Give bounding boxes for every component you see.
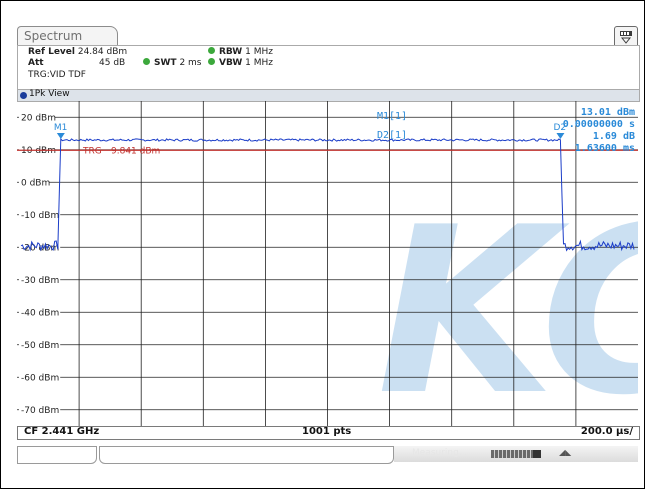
swt-value: 2 ms xyxy=(179,58,202,68)
window-menu-icon xyxy=(620,31,632,44)
trigger-level-value: 9.841 dBm xyxy=(111,146,160,156)
status-field-left xyxy=(17,446,97,464)
view-label: 1Pk View xyxy=(29,89,70,99)
ref-level-value: 24.84 dBm xyxy=(77,47,128,57)
y-tick-label: 0 dBm xyxy=(21,178,50,188)
tab-spectrum[interactable]: Spectrum xyxy=(17,26,118,47)
tab-spectrum-label: Spectrum xyxy=(24,29,83,43)
measuring-status: Measuring... xyxy=(412,448,468,458)
marker-m1-tag: M1 xyxy=(54,123,68,133)
rbw-label: RBW xyxy=(219,47,243,57)
rbw: RBW 1 MHz xyxy=(208,47,273,57)
y-tick-label: 20 dBm xyxy=(21,113,56,123)
trigger-setting: TRG:VID TDF xyxy=(28,70,86,80)
vbw: VBW 1 MHz xyxy=(208,58,273,68)
y-tick-label-bg xyxy=(19,306,61,318)
marker-m1-name: M1[1] xyxy=(377,111,407,122)
att-label-row: Att xyxy=(28,58,44,68)
marker-m1-time: 0.00000000 s xyxy=(563,119,635,130)
att-label: Att xyxy=(28,58,44,68)
y-tick-label-bg xyxy=(19,338,61,350)
y-tick-label: -30 dBm xyxy=(21,276,59,286)
span-per-division: 200.0 µs/ xyxy=(580,426,633,437)
y-tick-label-bg xyxy=(19,176,49,188)
y-tick-label: -10 dBm xyxy=(21,211,59,221)
ref-level: Ref Level 24.84 dBm xyxy=(28,47,127,57)
att-value-row: 45 dB xyxy=(99,58,125,68)
att-value: 45 dB xyxy=(99,58,126,68)
ref-level-label: Ref Level xyxy=(28,47,75,57)
y-tick-label-bg xyxy=(19,208,61,220)
plot-footer: CF 2.441 GHz 1001 pts 200.0 µs/ xyxy=(17,426,640,440)
marker-d2-level: 1.69 dB xyxy=(593,131,635,142)
plot-grid xyxy=(17,101,638,426)
y-tick-label: -40 dBm xyxy=(21,308,59,318)
rbw-value: 1 MHz xyxy=(245,47,273,57)
trigger-text: TRG:VID TDF xyxy=(28,70,86,80)
remote-indicator-icon: ◢◣ xyxy=(559,448,572,457)
y-tick-label-bg xyxy=(19,403,61,415)
vbw-status-dot xyxy=(208,58,215,65)
sweep-points: 1001 pts xyxy=(302,426,352,437)
status-field-right: Measuring... ◢◣ xyxy=(394,446,638,462)
settings-panel: Ref Level 24.84 dBm Att 45 dB SWT 2 ms R… xyxy=(17,45,640,89)
marker-d2-time: 1.63600 ms xyxy=(575,143,635,154)
center-frequency: CF 2.441 GHz xyxy=(24,426,100,437)
vbw-value: 1 MHz xyxy=(245,58,273,68)
y-tick-label: -50 dBm xyxy=(21,341,59,351)
rbw-status-dot xyxy=(208,47,215,54)
swt: SWT 2 ms xyxy=(143,58,201,68)
swt-status-dot xyxy=(143,58,150,65)
view-indicator-icon xyxy=(20,92,27,99)
swt-label: SWT xyxy=(154,58,177,68)
view-header[interactable]: 1Pk View xyxy=(17,89,640,102)
y-tick-label-bg xyxy=(19,111,55,123)
sweep-progress-bar xyxy=(491,450,541,458)
trace-line xyxy=(20,137,635,252)
y-tick-label-bg xyxy=(19,371,61,383)
y-tick-label: -70 dBm xyxy=(21,406,59,416)
marker-d2-name: D2[1] xyxy=(377,130,407,141)
watermark-logo: KC xyxy=(377,179,638,426)
y-tick-label-bg xyxy=(19,273,61,285)
marker-m1-level: 13.01 dBm xyxy=(581,107,635,118)
y-tick-label: -60 dBm xyxy=(21,373,59,383)
vbw-label: VBW xyxy=(219,58,243,68)
marker-d2-tag: D2 xyxy=(553,123,566,133)
marker-d2-icon[interactable] xyxy=(556,132,565,139)
marker-m1-icon[interactable] xyxy=(56,132,65,139)
trigger-level-label: TRG xyxy=(82,146,102,156)
y-tick-label-bg xyxy=(19,143,55,155)
status-field-center xyxy=(99,446,394,464)
